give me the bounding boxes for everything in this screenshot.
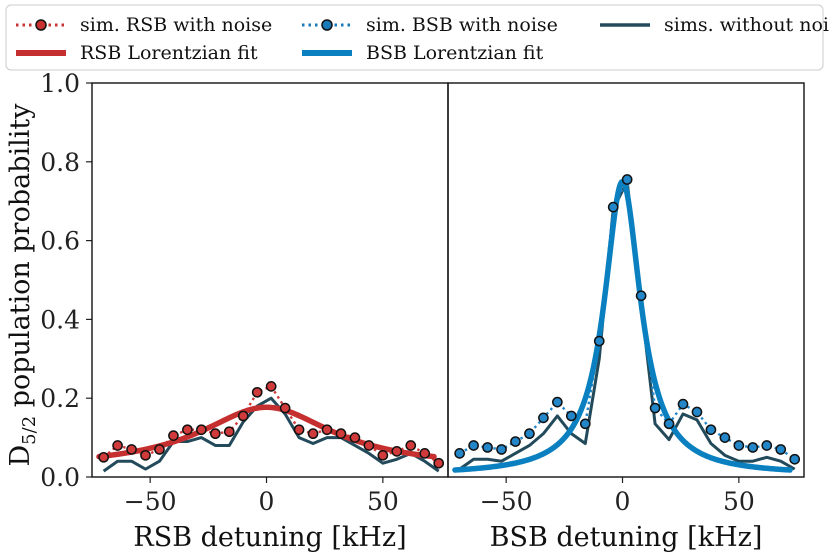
rsb-lorentzian-fit: [96, 404, 437, 460]
legend: sim. RSB with noise sim. BSB with noise si…: [5, 4, 830, 71]
rsb-data-point: [112, 440, 123, 451]
bsb-data-point: [510, 436, 521, 447]
rsb-data-point: [251, 386, 263, 398]
rsb-data-point: [223, 426, 235, 438]
legend-swatch-marker: [35, 19, 47, 31]
bsb-data-point: [789, 453, 801, 465]
rsb-data-point: [335, 428, 347, 440]
bsb-x-label: BSB detuning [kHz]: [490, 522, 763, 553]
rsb-panel: −50 0 50 0.0 0.2 0.4 0.6 0.8 1.0: [40, 69, 449, 516]
plot-panels: −50 0 50 0.0 0.2 0.4 0.6 0.8 1.0 −50 0 50: [40, 69, 805, 516]
rsb-x-tick-label: 0: [259, 487, 275, 516]
bsb-data-point: [468, 440, 479, 451]
rsb-data-point: [363, 440, 375, 451]
rsb-x-tick-label: −50: [124, 487, 177, 516]
rsb-data-point: [168, 430, 179, 441]
legend-item: sim. BSB with noise: [302, 14, 558, 36]
rsb-data-point: [391, 446, 403, 457]
bsb-data-point: [607, 201, 619, 213]
rsb-data-point: [209, 428, 221, 440]
rsb-data-point: [321, 424, 333, 436]
rsb-data-point: [349, 432, 361, 443]
bsb-frame: [447, 82, 805, 478]
legend-swatch-marker: [321, 19, 333, 31]
legend-item: RSB Lorentzian fit: [16, 42, 258, 64]
bsb-data-point: [496, 444, 507, 455]
axis-labels: RSB detuning [kHz] BSB detuning [kHz] D5/2…: [5, 103, 762, 553]
y-tick-label: 0.8: [40, 148, 80, 177]
bsb-data-point: [635, 290, 647, 302]
y-tick-label: 0.4: [40, 305, 80, 334]
bsb-panel: −50 0 50: [447, 82, 805, 516]
bsb-data-point: [524, 428, 535, 440]
bsb-data-point: [565, 410, 577, 422]
rsb-data-point: [433, 457, 445, 469]
y-tick-label: 0.0: [40, 463, 80, 492]
rsb-data-point: [140, 449, 151, 461]
bsb-noise-dotted-line: [459, 175, 796, 461]
rsb-data-point: [307, 428, 319, 440]
bsb-x-tick-label: 50: [723, 487, 755, 516]
bsb-data-point: [677, 398, 689, 410]
rsb-data-point: [237, 410, 249, 422]
rsb-data-point: [419, 448, 431, 459]
bsb-data-point: [719, 432, 731, 443]
bsb-data-point: [705, 424, 717, 436]
y-axis-label: D5/2 population probability: [5, 103, 40, 467]
rsb-data-point: [182, 424, 193, 436]
rsb-data-point: [98, 451, 109, 463]
bsb-data-point: [538, 412, 549, 424]
bsb-data-point: [593, 335, 605, 347]
legend-label: sims. without noise: [664, 14, 830, 36]
bsb-data-point: [747, 442, 759, 453]
rsb-data-point: [154, 444, 165, 455]
rsb-data-point: [196, 424, 207, 436]
bsb-data-point: [691, 406, 703, 418]
y-tick-label: 0.6: [40, 227, 80, 256]
rsb-data-point: [377, 449, 389, 461]
bsb-data-point: [579, 418, 591, 430]
bsb-data-point: [552, 396, 563, 408]
bsb-data-point: [482, 442, 493, 453]
rsb-data-point: [265, 381, 277, 392]
y-tick-label: 1.0: [40, 69, 80, 98]
rsb-data-point: [293, 424, 305, 436]
rsb-data-point: [126, 444, 137, 455]
bsb-data-point: [454, 448, 465, 459]
bsb-data-point: [621, 174, 633, 185]
rsb-x-tick-label: 50: [367, 487, 399, 516]
bsb-lorentzian-fit: [452, 178, 793, 473]
legend-label: BSB Lorentzian fit: [366, 42, 544, 64]
bsb-x-tick-label: −50: [480, 487, 533, 516]
legend-item: BSB Lorentzian fit: [302, 42, 544, 64]
legend-label: RSB Lorentzian fit: [80, 42, 258, 64]
bsb-data-point: [775, 444, 787, 455]
y-tick-label: 0.2: [40, 384, 80, 413]
bsb-data-point: [663, 418, 675, 430]
bsb-x-tick-label: 0: [615, 487, 631, 516]
legend-label: sim. BSB with noise: [366, 14, 558, 36]
bsb-data-point: [649, 402, 661, 414]
rsb-frame: [91, 82, 449, 478]
bsb-data-point: [733, 440, 745, 451]
rsb-data-point: [279, 402, 291, 414]
rsb-no-noise-line: [102, 396, 440, 473]
legend-item: sims. without noise: [600, 14, 830, 36]
bsb-data-point: [761, 440, 773, 451]
legend-label: sim. RSB with noise: [80, 14, 272, 36]
legend-box: [5, 4, 824, 71]
rsb-data-point: [405, 440, 417, 451]
bsb-no-noise-line: [458, 180, 796, 471]
legend-item: sim. RSB with noise: [16, 14, 272, 36]
rsb-x-label: RSB detuning [kHz]: [133, 522, 406, 553]
